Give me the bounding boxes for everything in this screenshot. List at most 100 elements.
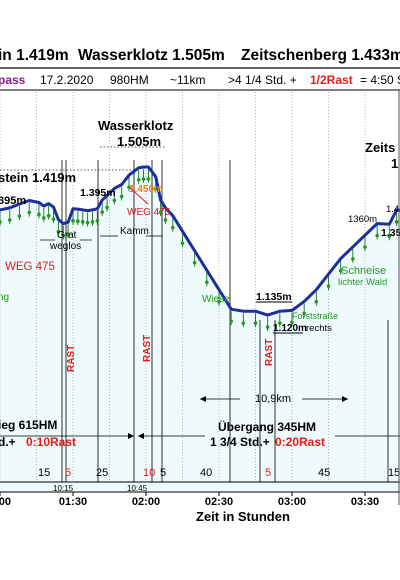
tree-marker: [375, 225, 379, 240]
tree-marker: [76, 211, 80, 226]
summit-right-name: Zeits: [365, 140, 395, 155]
tree-marker: [61, 225, 66, 240]
segment-value: 40: [200, 467, 212, 479]
tree-marker: [141, 169, 146, 183]
subtitle-time: >4 1/4 Std. +: [228, 73, 297, 87]
x-tick-label: 02:30: [205, 496, 233, 508]
segment-value: 5: [65, 467, 71, 479]
rast-markers: RAST RAST RAST: [66, 335, 275, 372]
tree-marker: [338, 260, 343, 275]
tree-marker: [387, 226, 392, 241]
spot-height-label: 1.4: [386, 204, 399, 215]
tree-marker: [217, 291, 221, 306]
title-part-2: Wasserklotz 1.505m: [78, 47, 225, 64]
tree-marker: [363, 237, 367, 252]
rast-label: RAST: [66, 345, 77, 372]
x-tick-label: 03:30: [351, 496, 379, 508]
tree-marker: [146, 169, 151, 183]
subtitle-distance: ~11km: [170, 73, 205, 87]
label-ng: ng: [0, 292, 9, 303]
label-schneise: Schneise: [341, 265, 386, 277]
tree-marker: [85, 212, 90, 227]
tree-marker: [278, 313, 282, 328]
time-mark-1045: 10:45: [127, 484, 148, 493]
profile-area-fill: [0, 167, 400, 492]
spot-height-label: 1.135m: [256, 291, 292, 303]
segment-value: 15: [388, 467, 400, 479]
weg475-pointer: [129, 187, 149, 205]
time-mark-1015: 10:15: [53, 484, 74, 493]
tree-markers: [0, 169, 399, 332]
grid-lines: [0, 92, 389, 482]
tree-marker: [229, 311, 233, 326]
tree-marker: [27, 202, 32, 217]
tree-marker: [90, 211, 95, 226]
spot-heights: 395m 1.395m 1.450m 1.135m 1.120m 1360m 1.35 1.4: [0, 184, 400, 334]
x-axis-title: Zeit in Stunden: [196, 509, 290, 524]
tree-marker: [46, 205, 51, 220]
label-rechts: rechts: [306, 323, 332, 334]
segment-value: 5: [160, 467, 166, 479]
tree-marker: [302, 303, 306, 318]
tree-marker: [17, 206, 22, 221]
plot-area: [0, 92, 400, 492]
subtitle-rast: 1/2Rast: [310, 73, 353, 87]
subtitle-hm: 980HM: [110, 73, 149, 87]
tree-marker: [180, 233, 185, 248]
tree-marker: [0, 211, 2, 226]
x-tick-label: 1:00: [0, 496, 11, 508]
tree-marker: [241, 313, 246, 328]
tree-marker: [205, 272, 209, 287]
distance-10-9km: 10,9km: [200, 393, 348, 405]
aufstieg-line2a: d.+: [0, 435, 16, 449]
subtitle-pass: pass: [0, 73, 26, 87]
tree-marker: [56, 221, 61, 236]
x-tick-label: 03:00: [278, 496, 306, 508]
uebergang-line2a: 1 3/4 Std.+: [210, 435, 270, 449]
spot-height-label: 1.120m: [273, 323, 307, 334]
label-lichter-wald: lichter Wald: [338, 277, 387, 288]
aufstieg-line2b: 0:10Rast: [26, 435, 76, 449]
label-grat: Grat: [57, 230, 77, 241]
header: in 1.419m Wasserklotz 1.505m Zeitschenbe…: [0, 47, 400, 91]
segment-value: 5: [265, 467, 271, 479]
tree-marker: [265, 317, 270, 332]
tree-marker: [37, 204, 41, 219]
tree-marker: [105, 197, 109, 212]
tree-marker: [95, 210, 100, 225]
tree-marker: [51, 209, 56, 224]
summit-right-elevation: 1: [391, 156, 398, 171]
label-forststrasse: Forststraße: [292, 311, 338, 321]
tree-marker: [112, 190, 117, 205]
profile-line: [0, 165, 400, 317]
label-kamm: Kamm: [120, 226, 149, 237]
tree-marker: [80, 211, 85, 226]
summit-left-label: stein 1.419m: [0, 170, 76, 185]
spot-height-label: 1.450m: [129, 184, 163, 195]
tree-marker: [170, 217, 175, 232]
tree-marker: [100, 202, 104, 217]
tree-marker: [192, 252, 197, 267]
section-arrows: [0, 433, 400, 439]
tree-marker: [42, 207, 46, 222]
subtitle-total: = 4:50 S: [360, 73, 400, 87]
summit-mid-name: Wasserklotz: [98, 118, 174, 133]
rast-label: RAST: [142, 335, 153, 362]
x-tick-label: 02:00: [132, 496, 160, 508]
tree-marker: [119, 186, 124, 201]
tree-marker: [351, 248, 355, 263]
segment-row: 15 5 25 10 5 40 5 45 15: [38, 467, 400, 479]
segment-value: 25: [96, 467, 108, 479]
tree-marker: [326, 276, 331, 291]
title-part-1: in 1.419m: [0, 47, 69, 64]
tree-marker: [394, 211, 399, 226]
tree-marker: [314, 291, 319, 306]
rast-label: RAST: [264, 339, 275, 366]
title-part-3: Zeitschenberg 1.433m: [241, 47, 400, 64]
segment-value: 45: [318, 467, 330, 479]
tree-marker: [66, 224, 70, 239]
label-10-9km: 10,9km: [255, 393, 291, 405]
tree-marker: [163, 209, 168, 224]
x-axis: 1:00 01:30 02:00 02:30 03:00 03:30: [0, 491, 400, 508]
